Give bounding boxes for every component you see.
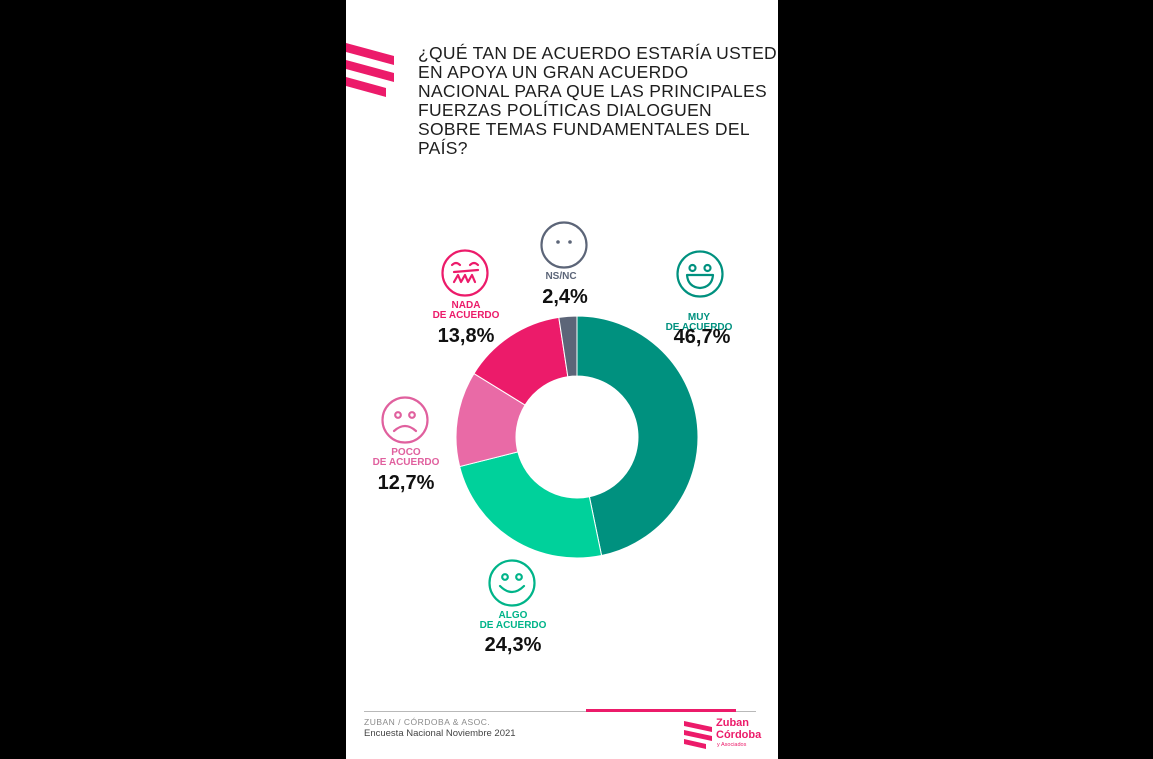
angry-face-icon xyxy=(441,249,489,297)
slice-label-line: ALGO xyxy=(498,610,528,621)
slice-value-algo: 24,3% xyxy=(484,634,542,656)
slice-label-line: NS/NC xyxy=(545,271,577,282)
slice-value-poco: 12,7% xyxy=(377,472,435,494)
question-title: ¿QUÉ TAN DE ACUERDO ESTARÍA USTED EN APO… xyxy=(418,43,777,158)
slice-label-line: POCO xyxy=(391,447,421,458)
footer-accent-bar xyxy=(586,709,736,712)
brand-name: Zuban Córdoba xyxy=(716,717,762,741)
infographic-card: ¿QUÉ TAN DE ACUERDO ESTARÍA USTED EN APO… xyxy=(346,0,778,759)
slice-value-nada: 13,8% xyxy=(437,325,495,347)
slice-label-nada: NADA DE ACUERDO xyxy=(406,301,526,321)
slice-label-line: DE ACUERDO xyxy=(432,310,500,321)
donut-chart xyxy=(455,315,699,559)
brand-logo-stripes-icon xyxy=(684,721,712,749)
slice-label-line: NADA xyxy=(451,300,481,311)
slice-label-line: DE ACUERDO xyxy=(479,620,547,631)
footer-divider xyxy=(364,711,756,712)
brand-logo: Zuban Córdoba y Asociados xyxy=(684,716,776,752)
neutral-face-icon xyxy=(540,221,588,269)
sad-face-icon xyxy=(381,396,429,444)
big-smile-face-icon xyxy=(676,250,724,298)
slice-value-nsnc: 2,4% xyxy=(542,286,588,308)
smile-face-icon xyxy=(488,559,536,607)
slice-label-nsnc: NS/NC xyxy=(501,272,621,282)
brand-stripes-logo xyxy=(346,43,394,97)
slice-label-line: DE ACUERDO xyxy=(372,457,440,468)
brand-name-line-1: Zuban xyxy=(716,717,749,729)
slice-label-algo: ALGO DE ACUERDO xyxy=(453,611,573,631)
footer-firm-name: ZUBAN / CÓRDOBA & ASOC. xyxy=(364,717,491,727)
slice-value-muy: 46,7% xyxy=(673,326,731,348)
footer-survey-date: Encuesta Nacional Noviembre 2021 xyxy=(364,728,516,739)
brand-subtitle: y Asociados xyxy=(717,742,747,748)
donut-slice-muy xyxy=(576,315,699,557)
brand-name-line-2: Córdoba xyxy=(716,728,762,741)
slice-label-poco: POCO DE ACUERDO xyxy=(346,448,466,468)
slice-label-line: MUY xyxy=(687,312,711,323)
slice-label-muy: MUY DE ACUERDO xyxy=(639,313,759,333)
donut-slice-algo xyxy=(459,451,603,559)
slice-label-line: DE ACUERDO xyxy=(665,322,733,333)
donut-slice-nsnc xyxy=(558,315,578,378)
